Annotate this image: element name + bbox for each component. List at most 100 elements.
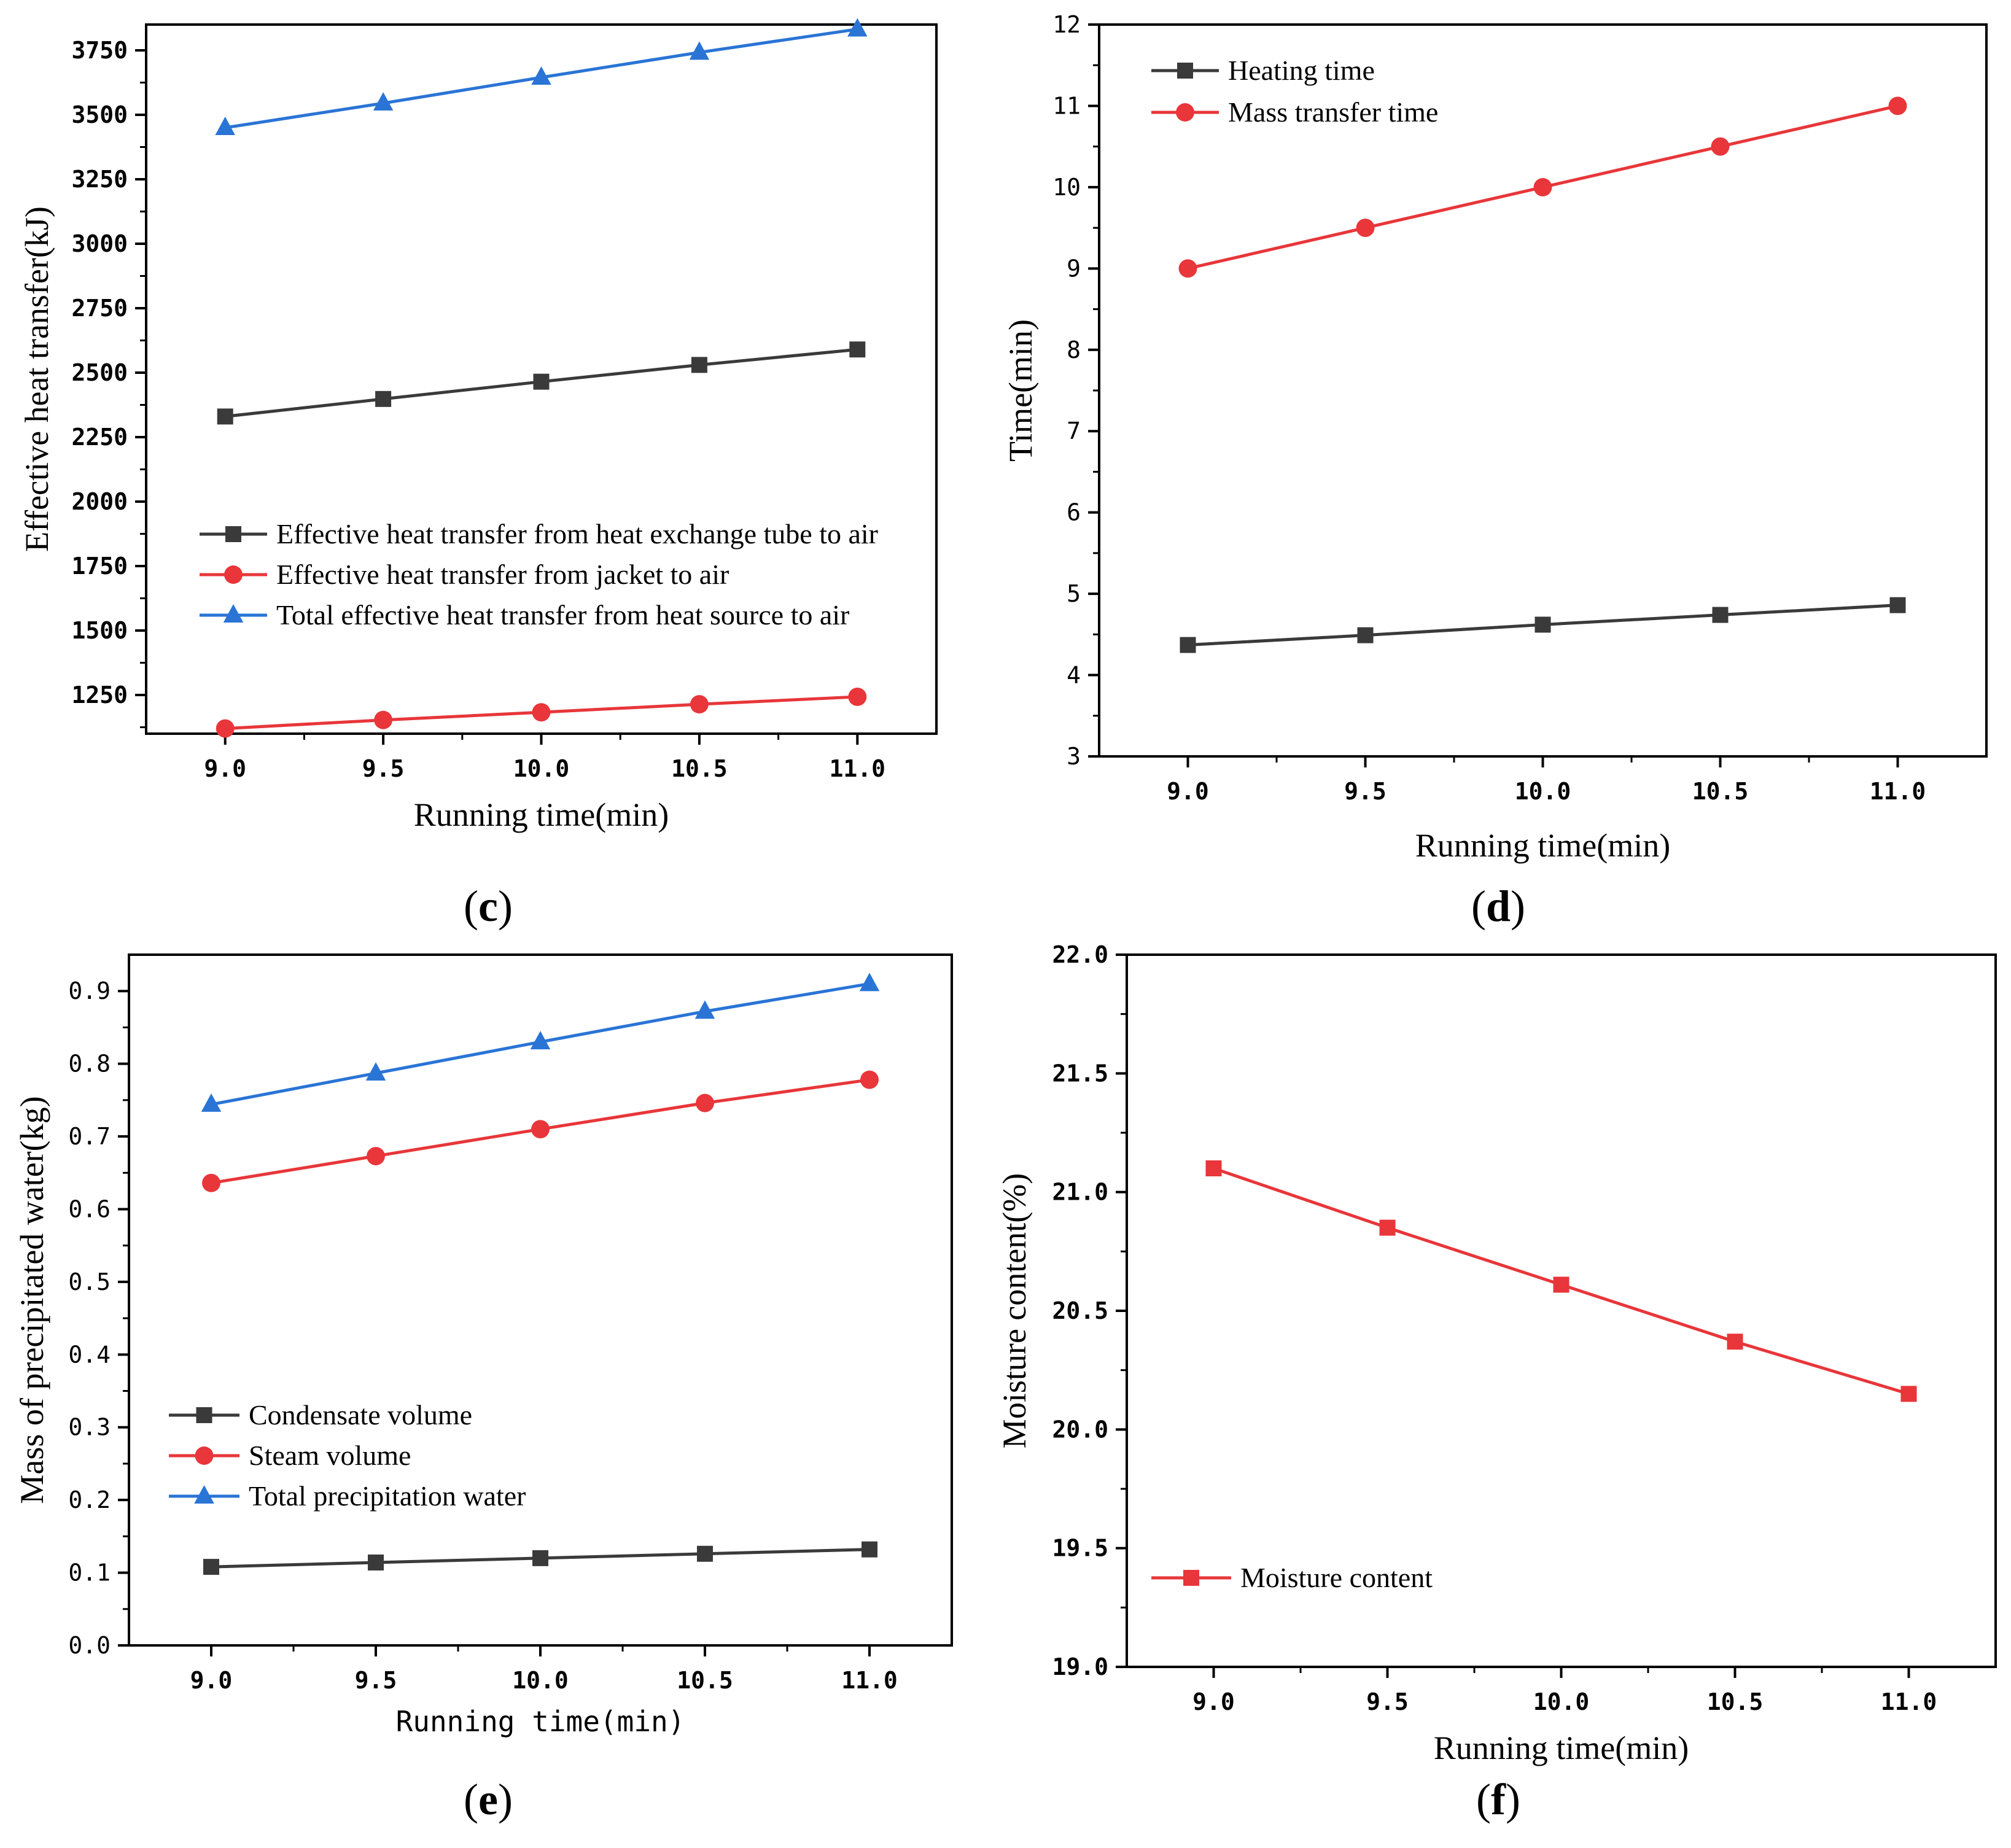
data-point (367, 1147, 385, 1165)
data-point (1711, 137, 1730, 156)
data-point (365, 1062, 386, 1081)
y-tick-label: 20.5 (1052, 1297, 1108, 1324)
data-point (533, 373, 550, 390)
data-point (202, 1173, 220, 1192)
data-point (697, 1545, 713, 1562)
data-point (203, 1559, 219, 1575)
panel-label-letter: d (1486, 882, 1511, 931)
y-axis-title: Moisture content(%) (996, 1173, 1033, 1448)
series-1 (1178, 96, 1907, 278)
data-point (847, 18, 868, 37)
legend-swatch-marker (1183, 1570, 1199, 1586)
y-tick-label: 7 (1067, 417, 1081, 445)
y-tick-label: 20.0 (1052, 1416, 1108, 1443)
data-point (215, 117, 235, 135)
data-point (532, 703, 551, 722)
panel-label-open: ( (1476, 1775, 1491, 1824)
plot-frame (1098, 23, 1988, 758)
data-point (1379, 1219, 1396, 1236)
series-1 (202, 1070, 879, 1192)
y-tick-label: 19.0 (1052, 1653, 1108, 1680)
legend: Condensate volume Steam volume Total preci… (169, 1399, 526, 1512)
y-tick-label: 0.9 (68, 977, 111, 1004)
data-point (696, 1093, 714, 1112)
data-point (1178, 259, 1197, 278)
panel-label-close: ) (498, 882, 513, 931)
data-point (849, 341, 866, 358)
legend-swatch-marker (224, 565, 243, 584)
x-tick-label: 10.0 (513, 755, 570, 782)
x-tick-label: 9.0 (204, 755, 246, 782)
legend-entry-label: Heating time (1228, 55, 1375, 86)
data-point (848, 687, 867, 706)
x-tick-label: 10.5 (1692, 778, 1749, 805)
panel-label: (d) (1471, 882, 1525, 931)
y-tick-label: 0.1 (68, 1559, 111, 1586)
x-tick-label: 11.0 (1881, 1688, 1937, 1715)
chart-c: 1250 1500 1750 2000 2250 2500 2750 3000 3250 3500… (18, 18, 938, 931)
data-point (375, 390, 392, 407)
x-tick-label: 9.5 (355, 1667, 397, 1694)
y-tick-label: 2250 (71, 424, 128, 451)
legend-entry-label: Total precipitation water (249, 1480, 526, 1512)
data-point (368, 1555, 384, 1570)
data-point (1357, 627, 1374, 643)
data-point (1533, 177, 1552, 196)
data-point (1727, 1334, 1743, 1350)
y-tick-label: 1750 (71, 553, 128, 580)
y-tick-label: 0.0 (68, 1632, 111, 1659)
chart-d: 3 4 5 6 7 8 9 10 11 12 9.0 9.5 10.0 10.5 11.0 Running t… (1002, 11, 1988, 931)
legend-entry-label: Steam volume (249, 1440, 411, 1471)
data-point (532, 1550, 548, 1566)
panel-label-letter: f (1491, 1775, 1506, 1824)
series-0 (203, 1541, 877, 1575)
y-tick-label: 6 (1067, 499, 1081, 526)
x-tick-label: 11.0 (1870, 778, 1926, 805)
y-axis-title: Effective heat transfer(kJ) (18, 206, 55, 552)
y-tick-label: 1500 (71, 617, 128, 644)
y-tick-label: 0.7 (68, 1123, 111, 1150)
plot-frame (128, 953, 953, 1647)
x-tick-label: 9.0 (1167, 778, 1209, 805)
x-tick-label: 10.5 (677, 1667, 733, 1694)
y-tick-label: 0.6 (68, 1195, 111, 1222)
legend-entry-label: Effective heat transfer from heat exchan… (276, 518, 878, 549)
y-tick-label: 8 (1067, 336, 1081, 363)
legend-entry-label: Moisture content (1240, 1562, 1433, 1593)
series-0 (1180, 597, 1906, 653)
data-point (1180, 637, 1196, 653)
y-tick-label: 2000 (71, 488, 128, 515)
x-tick-label: 9.0 (190, 1667, 233, 1694)
legend-swatch-marker (196, 1407, 212, 1423)
x-tick-label: 10.5 (1707, 1688, 1764, 1715)
y-tick-label: 3500 (71, 101, 128, 128)
legend-swatch-marker (223, 604, 244, 623)
legend-swatch-marker (195, 1446, 214, 1465)
panel-label-open: ( (1471, 882, 1486, 931)
panel-label: (c) (464, 882, 513, 931)
data-point (690, 695, 709, 714)
data-point (530, 1031, 551, 1050)
x-tick-label: 9.5 (1366, 1688, 1409, 1715)
data-point (1535, 616, 1551, 633)
legend-entry-label: Effective heat transfer from jacket to a… (276, 559, 729, 590)
data-point (691, 357, 707, 373)
y-tick-label: 11 (1052, 92, 1081, 119)
y-tick-label: 3 (1067, 743, 1081, 770)
data-point (1205, 1160, 1222, 1176)
chart-f: 19.0 19.5 20.0 20.5 21.0 21.5 22.0 9.0 9.5 10.0 10… (996, 941, 1997, 1824)
y-tick-label: 5 (1067, 580, 1081, 607)
plot-frame (1126, 953, 1997, 1668)
y-tick-label: 21.0 (1052, 1179, 1108, 1206)
legend-entry-label: Mass transfer time (1228, 96, 1438, 128)
y-tick-label: 0.4 (68, 1341, 111, 1368)
legend-swatch-marker (225, 526, 241, 542)
data-point (1356, 219, 1375, 238)
series-2 (215, 18, 868, 135)
legend-swatch-marker (1177, 63, 1193, 79)
x-tick-label: 10.0 (1533, 1688, 1590, 1715)
y-tick-label: 3000 (71, 230, 128, 257)
series-0 (217, 341, 866, 425)
legend-entry-label: Condensate volume (249, 1399, 472, 1431)
data-point (1900, 1386, 1917, 1402)
